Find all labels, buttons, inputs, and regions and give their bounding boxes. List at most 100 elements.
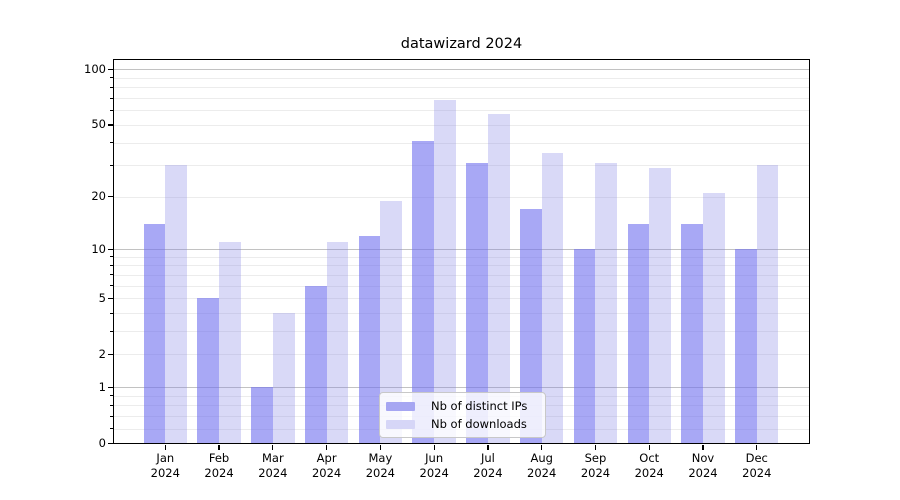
y-minor-tick bbox=[110, 142, 113, 144]
y-tick-label: 100 bbox=[84, 61, 106, 76]
bar-ips-sep bbox=[573, 249, 596, 444]
legend-swatch-distinct-ips bbox=[386, 401, 415, 411]
minor-gridline bbox=[113, 331, 810, 333]
bar-ips-apr bbox=[304, 285, 327, 444]
y-tick-label: 0 bbox=[98, 436, 106, 450]
minor-gridline bbox=[113, 298, 810, 300]
y-tick-label: 2 bbox=[98, 346, 106, 361]
minor-gridline bbox=[113, 313, 810, 315]
y-minor-tick bbox=[110, 404, 113, 406]
bar-downloads-sep bbox=[595, 162, 618, 444]
y-minor-tick bbox=[110, 330, 113, 332]
x-tick-label: Jul 2024 bbox=[473, 451, 503, 480]
legend-swatch-downloads bbox=[386, 419, 415, 429]
y-minor-tick bbox=[110, 274, 113, 276]
y-minor-tick bbox=[110, 312, 113, 314]
major-gridline bbox=[113, 387, 810, 389]
y-tick bbox=[108, 68, 113, 71]
bar-downloads-apr bbox=[326, 242, 349, 444]
minor-gridline bbox=[113, 274, 810, 276]
x-tick bbox=[487, 445, 489, 450]
minor-gridline bbox=[113, 165, 810, 167]
bar-ips-may bbox=[358, 235, 381, 444]
bar-ips-aug bbox=[519, 209, 542, 444]
y-tick bbox=[108, 386, 113, 389]
minor-gridline bbox=[113, 196, 810, 198]
bar-downloads-feb bbox=[219, 242, 241, 444]
bar-ips-jan bbox=[143, 224, 166, 444]
y-minor-tick bbox=[110, 77, 113, 79]
y-minor-tick bbox=[110, 395, 113, 397]
bar-downloads-oct bbox=[649, 167, 671, 444]
bar-downloads-jul bbox=[487, 114, 510, 444]
minor-gridline bbox=[113, 77, 810, 79]
y-minor-tick bbox=[110, 428, 113, 430]
minor-gridline bbox=[113, 285, 810, 287]
y-tick-label: 20 bbox=[91, 189, 106, 204]
y-tick-label: 1 bbox=[98, 379, 106, 394]
legend-label-distinct-ips: Nb of distinct IPs bbox=[431, 399, 528, 413]
x-tick bbox=[702, 445, 704, 450]
bar-downloads-aug bbox=[541, 153, 564, 444]
minor-gridline bbox=[113, 98, 810, 100]
bar-ips-oct bbox=[627, 224, 650, 444]
bar-downloads-dec bbox=[756, 165, 779, 444]
major-gridline bbox=[113, 69, 810, 71]
bar-downloads-jun bbox=[434, 100, 456, 444]
x-tick-label: Aug 2024 bbox=[527, 451, 557, 480]
x-tick-label: Oct 2024 bbox=[634, 451, 664, 480]
legend-item-distinct-ips: Nb of distinct IPs bbox=[380, 397, 545, 415]
y-minor-tick bbox=[110, 86, 113, 88]
y-minor-tick bbox=[110, 109, 113, 111]
chart-title: datawizard 2024 bbox=[400, 36, 523, 52]
x-tick-label: May 2024 bbox=[365, 451, 396, 480]
y-minor-tick bbox=[110, 164, 113, 166]
bar-ips-jul bbox=[466, 162, 488, 444]
x-tick-label: Apr 2024 bbox=[311, 451, 342, 480]
y-tick bbox=[108, 248, 113, 250]
x-tick bbox=[325, 445, 328, 450]
minor-gridline bbox=[113, 87, 810, 89]
y-minor-tick bbox=[110, 353, 113, 355]
legend-label-downloads: Nb of downloads bbox=[431, 417, 527, 431]
y-minor-tick bbox=[110, 124, 113, 126]
bar-ips-mar bbox=[251, 387, 273, 444]
plot-area: Nb of distinct IPs Nb of downloads bbox=[113, 59, 810, 444]
minor-gridline bbox=[113, 110, 810, 112]
bar-downloads-may bbox=[380, 200, 403, 444]
x-tick bbox=[541, 445, 543, 450]
y-minor-tick bbox=[110, 264, 113, 266]
x-tick-label: Nov 2024 bbox=[688, 451, 718, 480]
y-minor-tick bbox=[110, 256, 113, 258]
bar-downloads-jan bbox=[165, 165, 187, 444]
x-tick bbox=[648, 445, 650, 450]
y-minor-tick bbox=[110, 297, 113, 299]
minor-gridline bbox=[113, 265, 810, 267]
y-tick-label: 10 bbox=[91, 241, 106, 256]
bar-ips-jun bbox=[412, 140, 435, 444]
x-tick bbox=[756, 445, 758, 450]
bar-downloads-nov bbox=[703, 193, 725, 444]
minor-gridline bbox=[113, 142, 810, 144]
legend: Nb of distinct IPs Nb of downloads bbox=[379, 392, 546, 438]
x-tick-label: Dec 2024 bbox=[742, 451, 772, 480]
x-tick-label: Jan 2024 bbox=[150, 451, 180, 480]
x-tick-label: Jun 2024 bbox=[419, 451, 449, 480]
x-tick bbox=[272, 445, 274, 450]
x-tick-label: Mar 2024 bbox=[258, 451, 288, 480]
legend-item-downloads: Nb of downloads bbox=[380, 415, 545, 433]
minor-gridline bbox=[113, 256, 810, 258]
x-tick bbox=[433, 445, 435, 450]
y-minor-tick bbox=[110, 97, 113, 99]
y-minor-tick bbox=[110, 196, 113, 198]
y-tick bbox=[108, 442, 113, 445]
minor-gridline bbox=[113, 354, 810, 356]
minor-gridline bbox=[113, 124, 810, 126]
bar-ips-feb bbox=[197, 298, 220, 444]
y-tick-label: 5 bbox=[98, 290, 106, 305]
x-tick bbox=[379, 445, 382, 450]
major-gridline bbox=[113, 249, 810, 251]
x-tick bbox=[218, 445, 220, 450]
x-tick-label: Feb 2024 bbox=[204, 451, 234, 480]
